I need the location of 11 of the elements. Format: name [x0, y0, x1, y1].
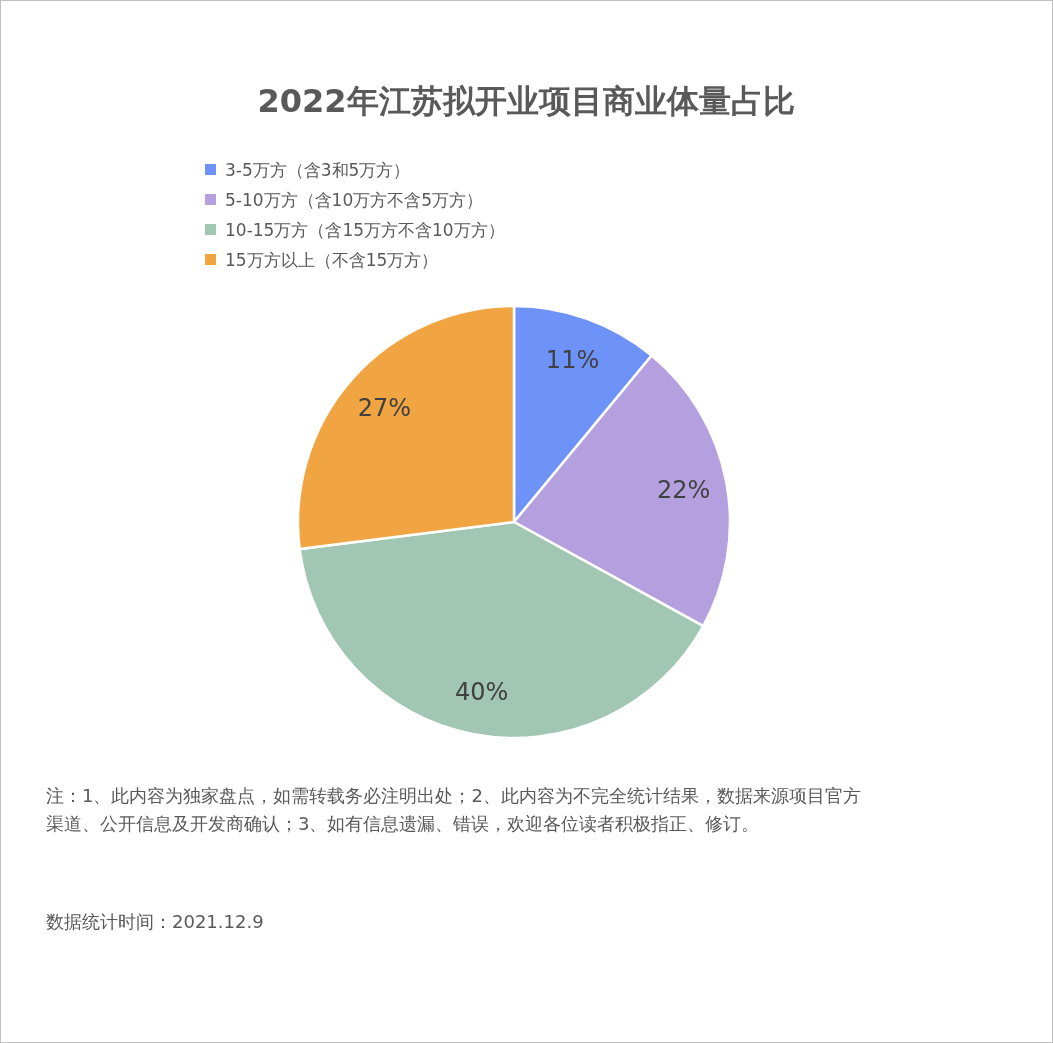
legend-label: 10-15万方（含15万方不含10万方） — [225, 219, 505, 240]
legend-label: 5-10万方（含10万方不含5万方） — [225, 189, 484, 210]
data-label: 40% — [454, 678, 509, 707]
text: 注：1、此内容为独家盘点，如需转载务必注明出处；2、此内容为不完全统计结果，数据来源项目官方渠道、公开信息及开发商确认；3、如有信息遗漏、错误，欢迎各位读者积极指正、修订。 — [46, 784, 862, 836]
text: 数据统计时间：2021.12.9 — [46, 910, 265, 934]
chart-title: 2022年江苏拟开业项目商业体量占比 — [257, 82, 795, 120]
data-label: 11% — [545, 345, 600, 374]
legend-label: 15万方以上（不含15万方） — [225, 249, 439, 270]
data-label: 22% — [657, 476, 711, 505]
data-label: 27% — [357, 394, 412, 423]
legend-label: 3-5万方（含3和5万方） — [225, 159, 411, 180]
